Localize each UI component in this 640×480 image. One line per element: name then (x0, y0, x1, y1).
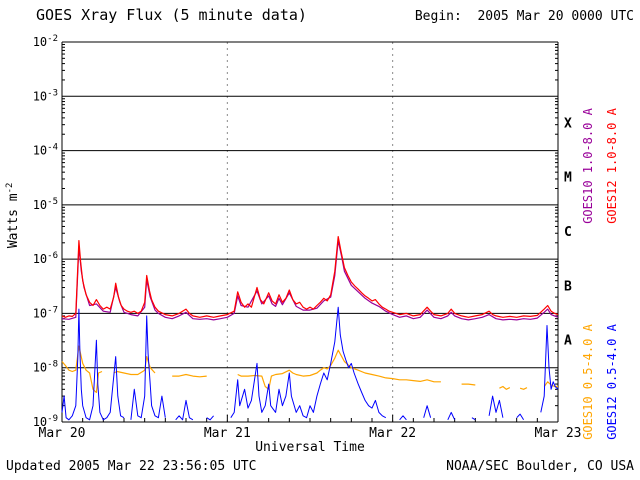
y-axis-label: Watts m-2 (0, 183, 36, 280)
x-tick-label: Mar 22 (369, 426, 416, 441)
begin-label: Begin: 2005 Mar 20 0000 UTC (414, 9, 634, 24)
x-axis-label: Universal Time (255, 440, 365, 455)
y-tick-label: 10-5 (33, 197, 58, 212)
series-line-1 (61, 236, 559, 318)
series-label-goes12-short: GOES12 0.5-4.0 A (605, 324, 619, 440)
flare-class-label-B: B (564, 279, 572, 294)
y-tick-label: 10-6 (33, 251, 58, 266)
y-tick-label: 10-2 (33, 34, 58, 49)
y-tick-label: 10-3 (33, 88, 58, 103)
series-line-3 (61, 306, 559, 421)
y-tick-label: 10-7 (33, 305, 58, 320)
credit-text: NOAA/SEC Boulder, CO USA (446, 459, 634, 474)
flare-class-label-X: X (564, 116, 572, 131)
chart-title: GOES Xray Flux (5 minute data) (36, 6, 307, 24)
series-label-goes10-long: GOES10 1.0-8.0 A (581, 108, 595, 224)
y-tick-label: 10-8 (33, 360, 58, 375)
flare-class-label-A: A (564, 334, 572, 349)
x-tick-label: Mar 23 (535, 426, 582, 441)
x-tick-label: Mar 21 (204, 426, 251, 441)
flare-class-label-M: M (564, 171, 572, 186)
series-label-goes10-short: GOES10 0.5-4.0 A (581, 324, 595, 440)
series-label-goes12-long: GOES12 1.0-8.0 A (605, 108, 619, 224)
y-tick-label: 10-4 (33, 143, 58, 158)
series-line-2 (61, 345, 558, 394)
series-line-0 (61, 240, 559, 321)
updated-text: Updated 2005 Mar 22 23:56:05 UTC (6, 459, 257, 474)
x-tick-label: Mar 20 (39, 426, 86, 441)
flare-class-label-C: C (564, 225, 572, 240)
y-axis-label-sup: -2 (4, 182, 15, 194)
y-axis-label-text: Watts m (6, 193, 22, 249)
